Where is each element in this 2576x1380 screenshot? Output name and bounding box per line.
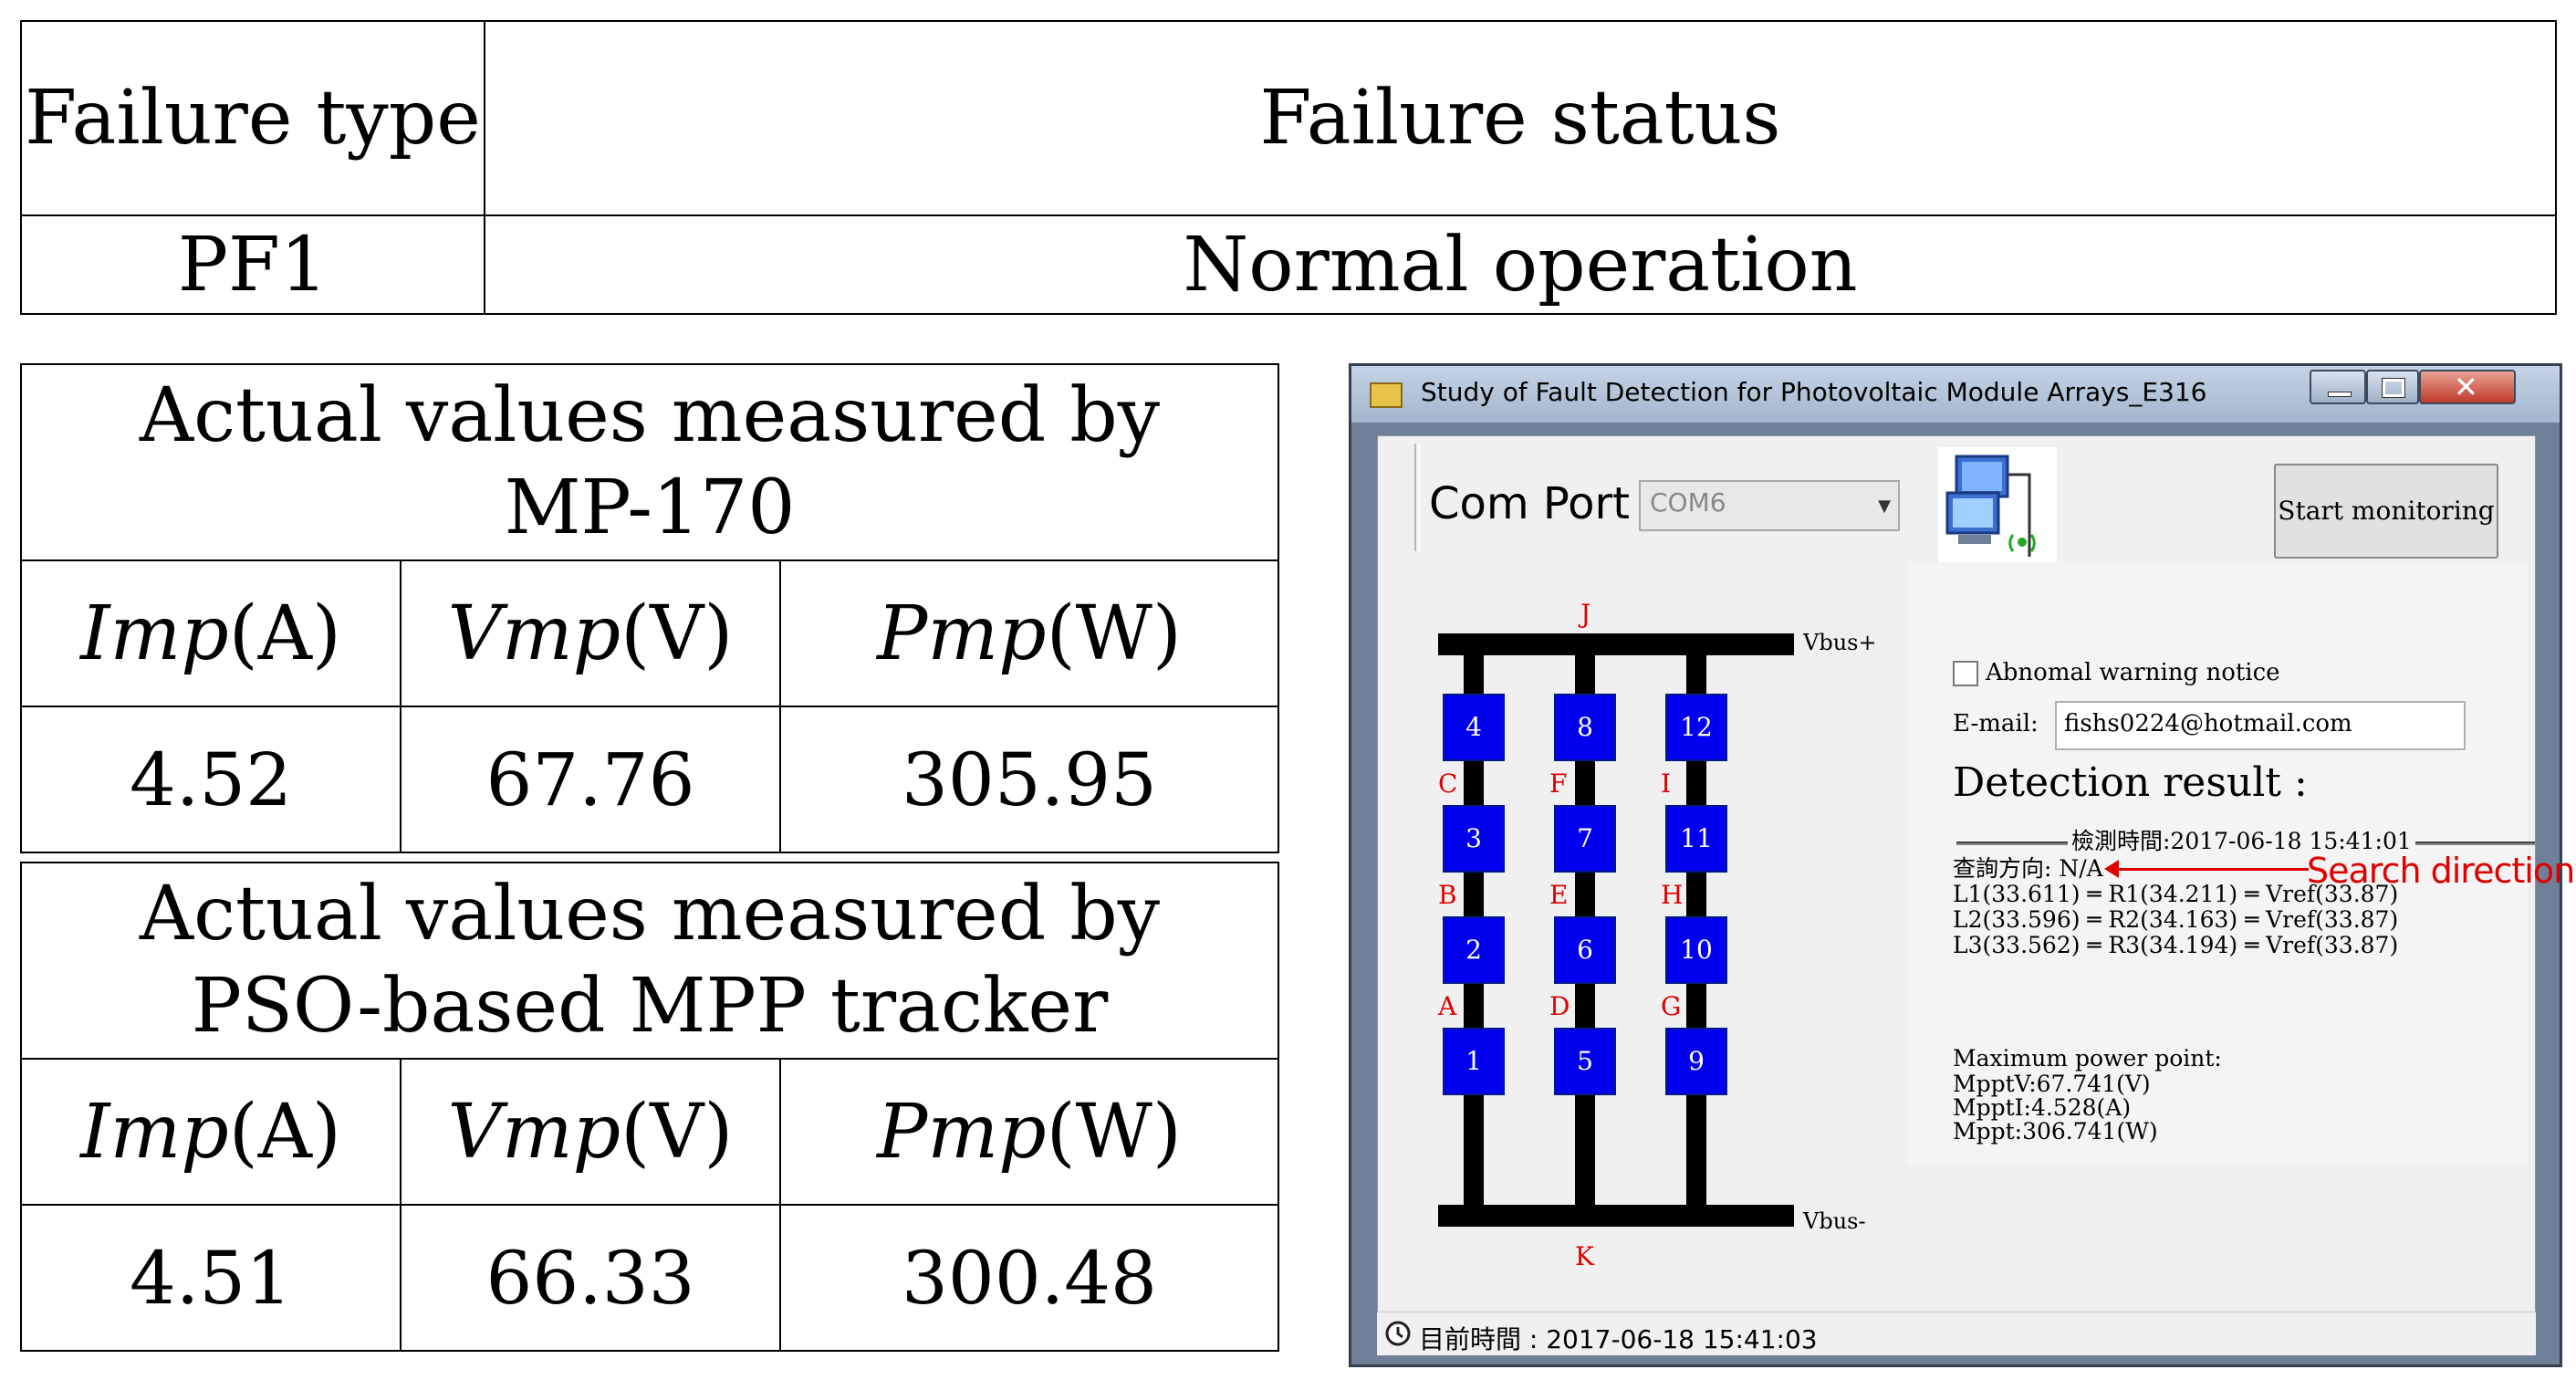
mp170-vmp-header: Vmp(V) bbox=[400, 559, 781, 707]
app-icon bbox=[1370, 382, 1403, 408]
module-4: 4 bbox=[1443, 694, 1505, 761]
failure-type-header: Failure type bbox=[20, 20, 485, 216]
detection-panel bbox=[1907, 562, 2528, 1165]
toolbar-separator bbox=[1414, 444, 1420, 551]
vbus-minus-bar bbox=[1438, 1205, 1794, 1227]
clock-icon bbox=[1384, 1320, 1412, 1347]
module-12: 12 bbox=[1665, 694, 1727, 761]
close-button[interactable]: ✕ bbox=[2419, 370, 2516, 404]
minimize-button[interactable] bbox=[2310, 370, 2366, 404]
module-7: 7 bbox=[1554, 805, 1616, 873]
mp170-pmp-value: 305.95 bbox=[779, 706, 1279, 853]
search-direction-arrow bbox=[2113, 868, 2309, 871]
window-client-area: Com Port : COM6 ▼ Start monitoring bbox=[1377, 435, 2575, 1352]
node-a-label: A bbox=[1438, 991, 1457, 1021]
module-6: 6 bbox=[1554, 916, 1616, 984]
email-label: E-mail: bbox=[1953, 710, 2039, 737]
arrow-head-icon bbox=[2104, 860, 2119, 878]
mp170-title-line2: MP-170 bbox=[504, 464, 796, 551]
node-h-label: H bbox=[1661, 880, 1684, 910]
module-2: 2 bbox=[1443, 916, 1505, 984]
pso-imp-value: 4.51 bbox=[20, 1204, 402, 1352]
node-e-label: E bbox=[1549, 880, 1569, 910]
current-time: 目前時間 : 2017-06-18 15:41:03 bbox=[1419, 1324, 1818, 1354]
window-title: Study of Fault Detection for Photovoltai… bbox=[1421, 377, 2207, 407]
failure-type-value: PF1 bbox=[20, 214, 485, 315]
module-9: 9 bbox=[1665, 1028, 1727, 1095]
com-port-label: Com Port : bbox=[1429, 478, 1659, 529]
node-c-label: C bbox=[1438, 768, 1458, 799]
maximize-button[interactable] bbox=[2366, 370, 2419, 404]
module-1: 1 bbox=[1443, 1028, 1505, 1095]
vbus-minus-label: Vbus- bbox=[1803, 1208, 1866, 1234]
pso-pmp-value: 300.48 bbox=[779, 1204, 1279, 1352]
module-3: 3 bbox=[1443, 805, 1505, 873]
network-icon bbox=[1938, 447, 2057, 566]
module-5: 5 bbox=[1554, 1028, 1616, 1095]
vbus-plus-bar bbox=[1438, 633, 1794, 655]
com-port-value: COM6 bbox=[1650, 487, 1726, 518]
pso-title-line2: PSO-based MPP tracker bbox=[191, 962, 1109, 1050]
node-d-label: D bbox=[1549, 991, 1570, 1021]
result-line-1: L1(33.611) ═ R1(34.211) ═ Vref(33.87) bbox=[1953, 881, 2399, 907]
mp170-title-line1: Actual values measured by bbox=[139, 372, 1161, 460]
module-10: 10 bbox=[1665, 916, 1727, 984]
query-direction: 查詢方向: N/A bbox=[1953, 855, 2103, 882]
com-port-select[interactable]: COM6 ▼ bbox=[1639, 480, 1900, 531]
mp170-title: Actual values measured by MP-170 bbox=[20, 363, 1279, 561]
maximize-icon bbox=[2382, 378, 2405, 398]
node-g-label: G bbox=[1661, 991, 1682, 1021]
pv-array-diagram: Vbus+ Vbus- J K 4 3 2 1 C B A 8 7 6 5 F … bbox=[1378, 436, 1889, 1271]
mp170-pmp-header: Pmp(W) bbox=[779, 559, 1279, 707]
pso-vmp-value: 66.33 bbox=[400, 1204, 781, 1352]
mpp-current: MpptI:4.528(A) bbox=[1953, 1094, 2132, 1121]
result-line-3: L3(33.562) ═ R3(34.194) ═ Vref(33.87) bbox=[1953, 932, 2399, 958]
search-direction-annotation: Search direction bbox=[2307, 851, 2575, 891]
pso-vmp-header: Vmp(V) bbox=[400, 1058, 781, 1206]
detection-time: 檢測時間:2017-06-18 15:41:01 bbox=[2068, 829, 2415, 854]
result-line-2: L2(33.596) ═ R2(34.163) ═ Vref(33.87) bbox=[1953, 906, 2399, 933]
abnormal-warning-checkbox[interactable] bbox=[1953, 661, 1978, 686]
node-f-label: F bbox=[1549, 768, 1568, 799]
module-8: 8 bbox=[1554, 694, 1616, 761]
pso-table: Actual values measured by PSO-based MPP … bbox=[20, 862, 1279, 1352]
failure-table: Failure type Failure status PF1 Normal o… bbox=[20, 20, 2557, 315]
module-11: 11 bbox=[1665, 805, 1727, 873]
detection-result-title: Detection result : bbox=[1953, 759, 2308, 806]
pso-title-line1: Actual values measured by bbox=[139, 871, 1161, 958]
chevron-down-icon: ▼ bbox=[1878, 497, 1891, 516]
mpp-power: Mppt:306.741(W) bbox=[1953, 1118, 2158, 1145]
node-i-label: I bbox=[1661, 768, 1672, 799]
mp170-vmp-value: 67.76 bbox=[400, 706, 781, 853]
node-j-label: J bbox=[1580, 599, 1591, 629]
start-monitoring-button[interactable]: Start monitoring bbox=[2274, 464, 2498, 559]
failure-status-value: Normal operation bbox=[484, 214, 2557, 315]
pso-pmp-header: Pmp(W) bbox=[779, 1058, 1279, 1206]
abnormal-warning-label: Abnomal warning notice bbox=[1986, 659, 2280, 686]
pso-imp-header: Imp(A) bbox=[20, 1058, 402, 1206]
mpp-title: Maximum power point: bbox=[1953, 1045, 2222, 1072]
mp170-imp-value: 4.52 bbox=[20, 706, 402, 853]
node-b-label: B bbox=[1438, 880, 1457, 910]
title-bar[interactable]: Study of Fault Detection for Photovoltai… bbox=[1351, 366, 2560, 423]
status-bar: 目前時間 : 2017-06-18 15:41:03 bbox=[1377, 1312, 2536, 1355]
failure-status-header: Failure status bbox=[484, 20, 2557, 216]
app-window: Study of Fault Detection for Photovoltai… bbox=[1349, 363, 2575, 1367]
mpp-voltage: MpptV:67.741(V) bbox=[1953, 1071, 2151, 1097]
vbus-plus-label: Vbus+ bbox=[1803, 630, 1877, 655]
email-field[interactable]: fishs0224@hotmail.com bbox=[2055, 701, 2466, 750]
minimize-icon bbox=[2328, 392, 2352, 397]
node-k-label: K bbox=[1575, 1241, 1594, 1271]
pso-title: Actual values measured by PSO-based MPP … bbox=[20, 862, 1279, 1060]
close-icon: ✕ bbox=[2454, 370, 2478, 404]
mp170-table: Actual values measured by MP-170 Imp(A) … bbox=[20, 363, 1279, 853]
mp170-imp-header: Imp(A) bbox=[20, 559, 402, 707]
